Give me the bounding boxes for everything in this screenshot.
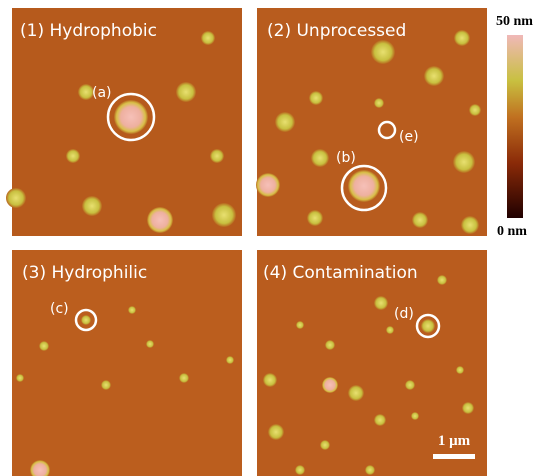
particle [348, 170, 380, 202]
particle [128, 306, 136, 314]
particle [210, 149, 224, 163]
particle [201, 31, 215, 45]
particle [320, 440, 330, 450]
particle [212, 203, 236, 227]
annotation: (e) [399, 129, 419, 145]
particle [365, 465, 375, 475]
particle [453, 151, 475, 173]
particle [424, 66, 444, 86]
particle [39, 341, 49, 351]
annotation: (a) [92, 85, 112, 101]
colorbar-min-label: 0 nm [497, 224, 527, 239]
particle [307, 210, 323, 226]
panels [12, 8, 487, 476]
particle [325, 340, 335, 350]
particle [386, 326, 394, 334]
particle [405, 380, 415, 390]
particle [114, 100, 148, 134]
panel-title: (1) Hydrophobic [20, 21, 157, 41]
particle [101, 380, 111, 390]
scale-bar-label: 1 μm [438, 433, 471, 449]
annotation: (b) [336, 150, 356, 166]
colorbar [507, 35, 523, 218]
colorbar-max-label: 50 nm [496, 14, 533, 29]
particle [437, 275, 447, 285]
particle [454, 30, 470, 46]
particle [348, 385, 364, 401]
particle [66, 149, 80, 163]
particle [6, 188, 26, 208]
particle [296, 321, 304, 329]
particle [322, 377, 338, 393]
particle [461, 216, 479, 234]
panel-title: (4) Contamination [263, 263, 418, 283]
scale-bar [433, 454, 475, 459]
annotation: (d) [394, 306, 414, 322]
panel-title: (2) Unprocessed [267, 21, 406, 41]
particle [311, 149, 329, 167]
particle [374, 296, 388, 310]
particle [456, 366, 464, 374]
particle [256, 173, 280, 197]
particle [263, 373, 277, 387]
particle [16, 374, 24, 382]
particle [411, 412, 419, 420]
particle [462, 402, 474, 414]
panel-title: (3) Hydrophilic [22, 263, 147, 283]
particle [469, 104, 481, 116]
particle [295, 465, 305, 475]
particle [374, 414, 386, 426]
particle [268, 424, 284, 440]
particle [309, 91, 323, 105]
particle [275, 112, 295, 132]
annotation: (c) [50, 301, 69, 317]
particle [147, 207, 173, 233]
afm-image [12, 250, 242, 476]
particle [81, 315, 91, 325]
particle [374, 98, 384, 108]
particle [412, 212, 428, 228]
particle [371, 40, 395, 64]
particle [176, 82, 196, 102]
particle [421, 319, 435, 333]
particle [179, 373, 189, 383]
particle [226, 356, 234, 364]
particle [82, 196, 102, 216]
particle [146, 340, 154, 348]
figure: (1) Hydrophobic (2) Unprocessed (3) Hydr… [0, 0, 545, 476]
